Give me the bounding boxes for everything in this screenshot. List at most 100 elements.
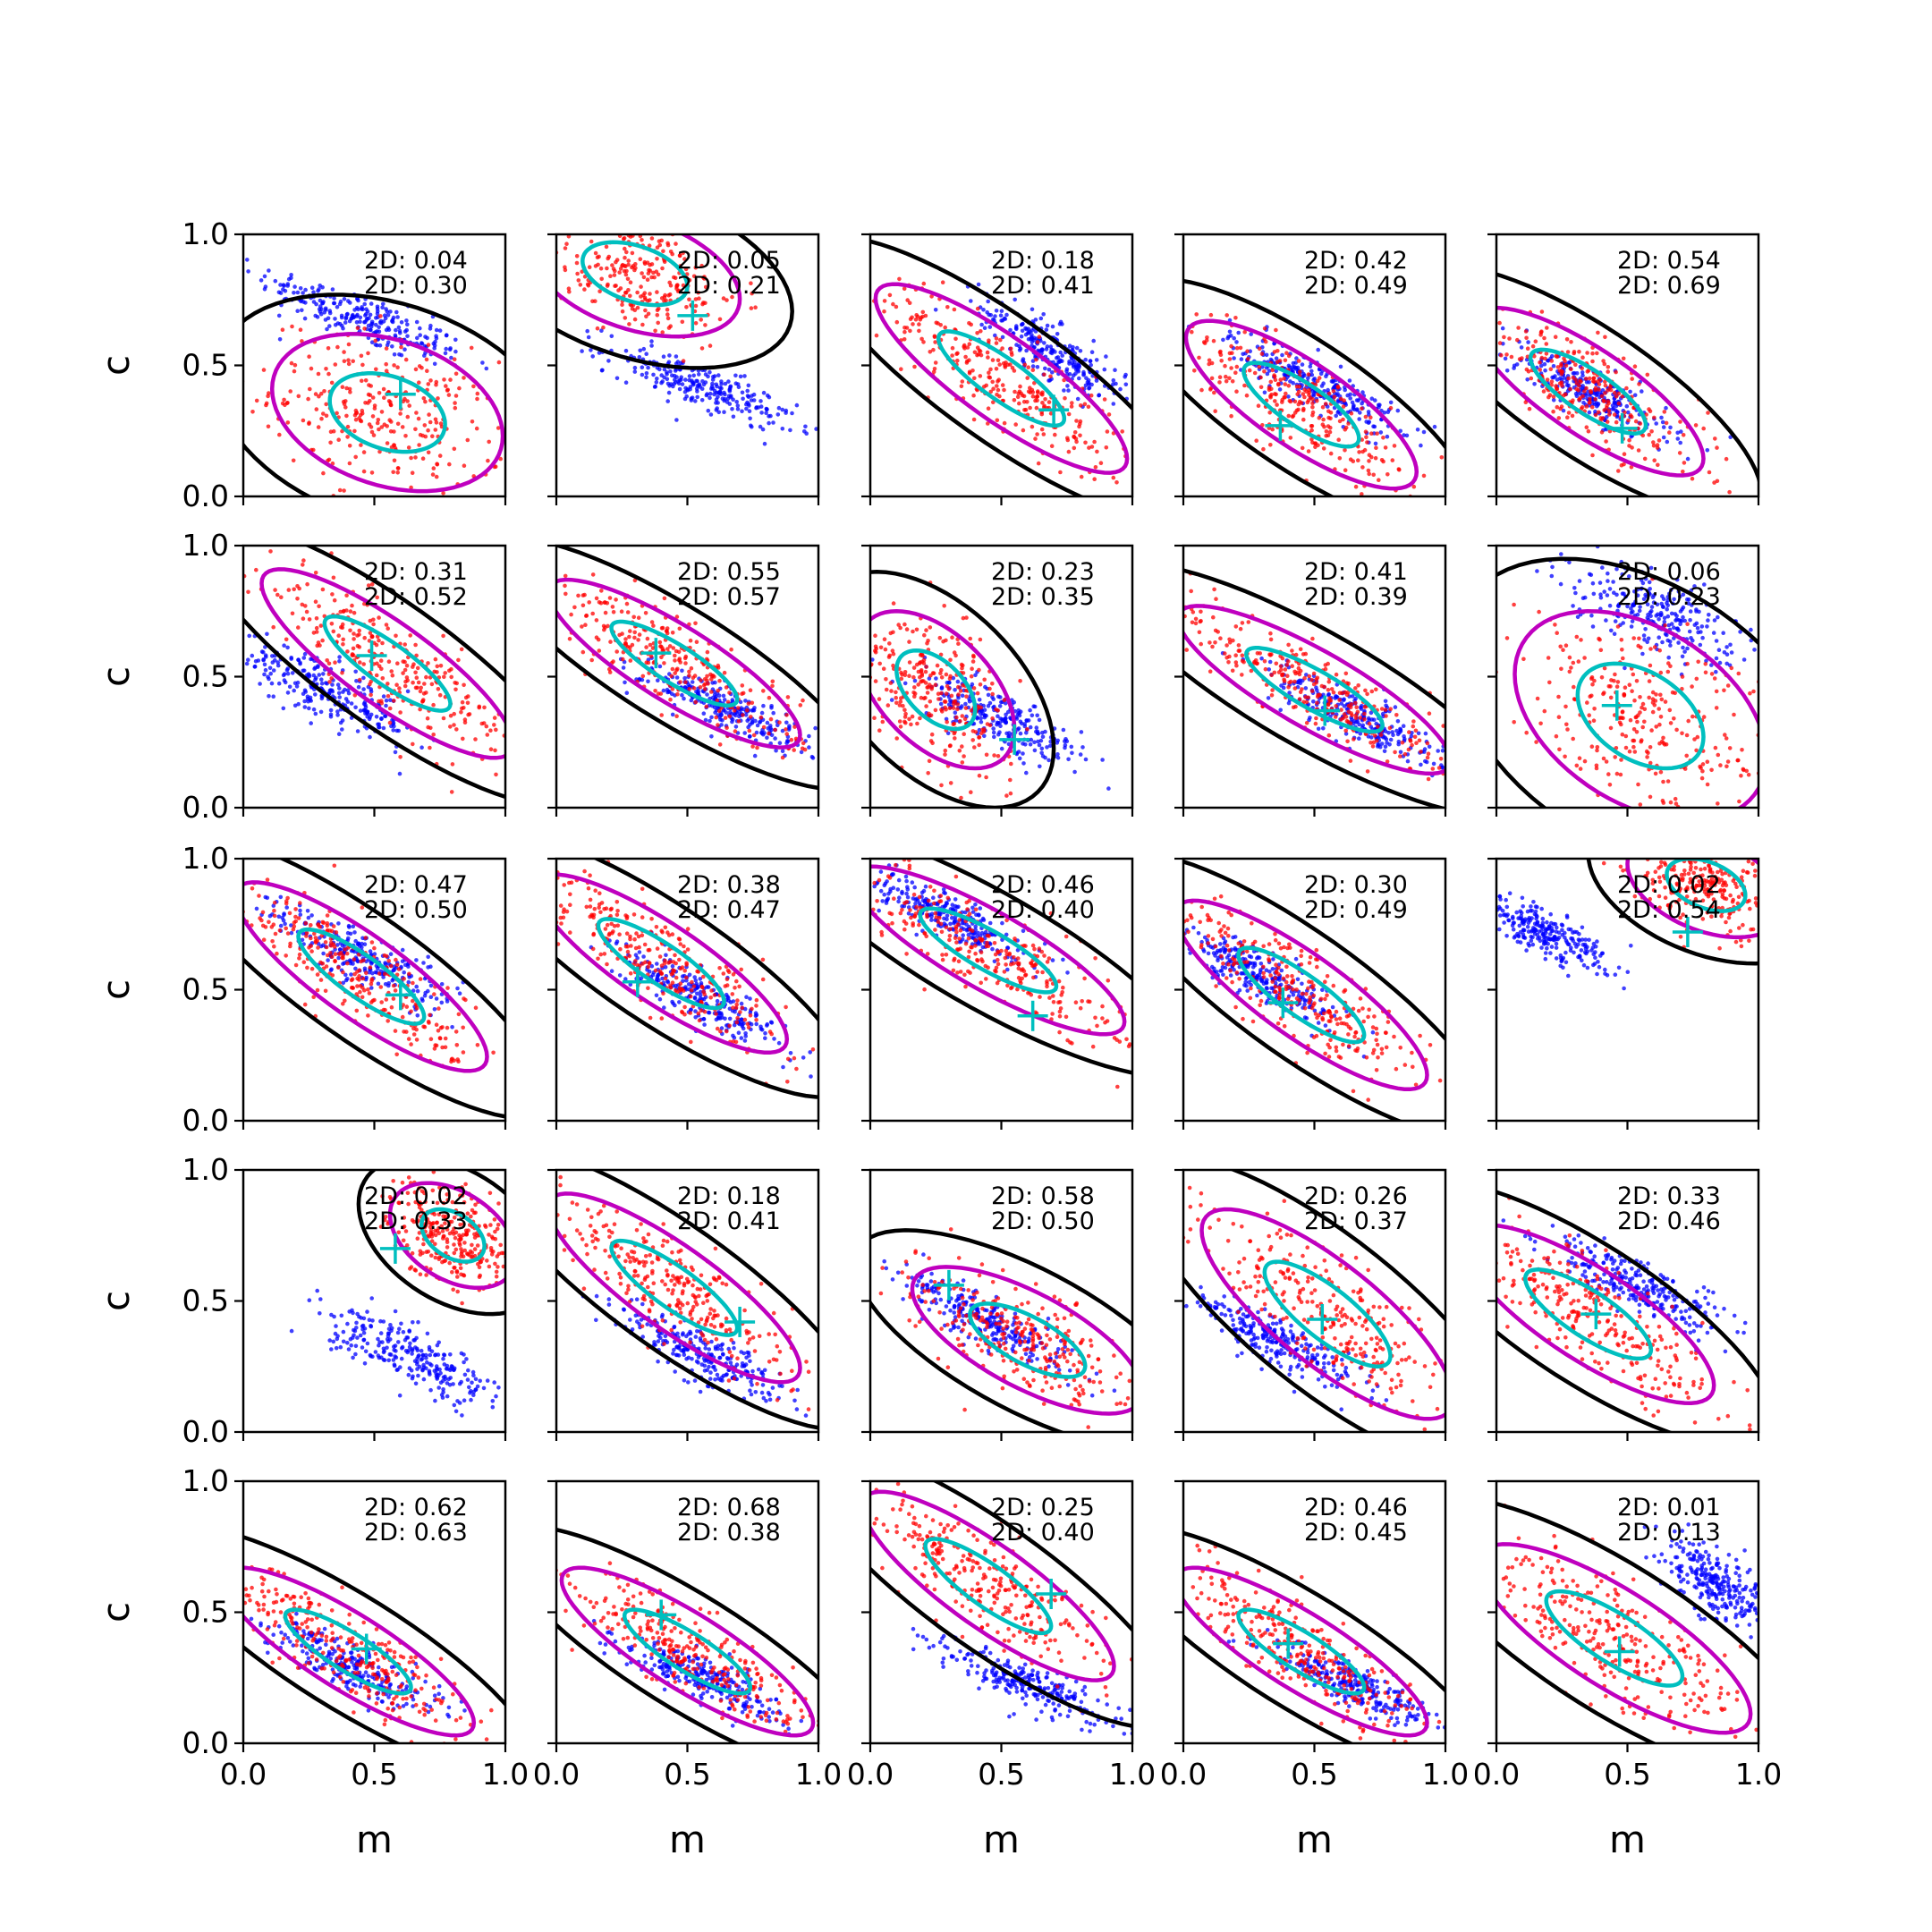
red-posterior-points-point [950, 353, 954, 358]
blue-posterior-points-point [675, 360, 681, 364]
blue-posterior-points-point [708, 412, 714, 417]
blue-posterior-points-point [960, 693, 965, 699]
blue-posterior-points-point [709, 715, 714, 720]
blue-posterior-points-point [987, 312, 991, 318]
red-posterior-points-point [897, 719, 902, 724]
red-posterior-points-point [1707, 470, 1712, 475]
red-posterior-points-point [898, 699, 903, 704]
blue-posterior-points-point [979, 720, 984, 724]
red-posterior-points-point [751, 733, 757, 738]
red-posterior-points-point [301, 418, 306, 423]
blue-posterior-points-point [765, 735, 769, 741]
stat-line-2: 2D: 0.35 [991, 583, 1095, 611]
blue-posterior-points-point [302, 316, 308, 321]
blue-posterior-points-point [977, 727, 982, 733]
red-posterior-points-point [963, 354, 968, 360]
blue-posterior-points-point [986, 299, 990, 304]
blue-posterior-points-point [384, 698, 389, 703]
red-posterior-points-point [888, 681, 894, 685]
red-posterior-points-point [1026, 365, 1030, 370]
red-posterior-points-point [604, 244, 609, 250]
red-posterior-points-point [749, 306, 754, 310]
red-posterior-points-point [317, 394, 321, 399]
red-posterior-points-point [628, 280, 633, 285]
red-posterior-points-point [1252, 370, 1258, 376]
red-posterior-points-point [991, 400, 996, 405]
blue-posterior-points-point [723, 392, 727, 397]
red-posterior-points-point [1066, 411, 1072, 417]
blue-posterior-points-point [1030, 713, 1035, 718]
red-posterior-points-point [431, 733, 436, 737]
red-posterior-points-point [373, 338, 378, 343]
red-posterior-points-point [687, 297, 691, 302]
red-posterior-points-point [668, 283, 674, 288]
blue-posterior-points-point [1324, 374, 1328, 379]
red-posterior-points-point [643, 611, 648, 615]
blue-posterior-points-point [759, 710, 765, 716]
red-posterior-points-point [449, 666, 453, 672]
blue-posterior-points-point [1030, 339, 1035, 344]
truth-marker [1038, 394, 1070, 426]
blue-posterior-points-point [307, 706, 311, 711]
blue-posterior-points-point [1286, 700, 1292, 706]
y-tick-label: 0.5 [182, 659, 229, 694]
red-posterior-points-point [648, 642, 653, 648]
blue-posterior-points-point [289, 656, 294, 660]
blue-posterior-points-point [319, 696, 325, 701]
blue-posterior-points-point [1542, 361, 1547, 367]
blue-posterior-points-point [993, 314, 997, 318]
red-posterior-points-point [687, 669, 691, 674]
red-posterior-points-point [673, 671, 677, 675]
red-posterior-points-point [614, 259, 618, 265]
red-posterior-points-point [961, 671, 966, 675]
blue-posterior-points-point [377, 343, 383, 348]
red-posterior-points-point [1005, 362, 1011, 368]
blue-posterior-points-point [275, 663, 281, 668]
red-posterior-points-point [589, 657, 594, 663]
red-posterior-points-point [987, 375, 993, 380]
red-posterior-points-point [932, 367, 937, 371]
blue-posterior-points-point [735, 407, 741, 411]
red-posterior-points-point [1035, 432, 1039, 436]
red-posterior-points-point [1008, 346, 1013, 352]
red-posterior-points-point [977, 735, 982, 740]
blue-posterior-points-point [649, 343, 654, 348]
blue-posterior-points-point [769, 704, 774, 708]
red-posterior-points-point [404, 663, 410, 668]
plot-area [556, 546, 818, 791]
red-posterior-points-point [714, 715, 718, 720]
red-posterior-points-point [1292, 411, 1298, 415]
red-posterior-points-point [463, 695, 469, 700]
red-posterior-points-point [423, 434, 428, 439]
red-posterior-points-point [683, 661, 688, 665]
blue-posterior-points-point [1398, 428, 1402, 434]
blue-posterior-points-point [1023, 332, 1029, 337]
red-posterior-points-point [897, 703, 902, 708]
blue-posterior-points-point [1390, 730, 1394, 734]
red-posterior-points-point [1018, 679, 1022, 683]
blue-posterior-points-point [1331, 378, 1335, 384]
red-posterior-points-point [1259, 352, 1265, 356]
red-posterior-points-point [1217, 380, 1222, 385]
red-posterior-points-point [1093, 465, 1098, 470]
red-posterior-points-point [1593, 386, 1598, 391]
red-posterior-points-point [1087, 445, 1091, 450]
red-posterior-points-point [670, 666, 675, 672]
red-posterior-points-point [449, 674, 454, 680]
red-posterior-points-point [902, 326, 907, 330]
red-posterior-points-point [361, 469, 367, 474]
blue-posterior-points-point [1343, 732, 1349, 736]
blue-posterior-points-point [682, 696, 686, 701]
red-posterior-points-point [1438, 757, 1444, 761]
contour-outer [243, 292, 505, 496]
red-posterior-points-point [962, 344, 966, 349]
blue-posterior-points-point [1004, 720, 1009, 725]
red-posterior-points-point [324, 367, 328, 371]
red-posterior-points-point [619, 609, 624, 614]
blue-posterior-points-point [1075, 396, 1080, 402]
red-posterior-points-point [1296, 359, 1301, 363]
red-posterior-points-point [1606, 365, 1611, 369]
blue-posterior-points-point [309, 285, 315, 291]
blue-posterior-points-point [1063, 742, 1068, 748]
red-posterior-points-point [319, 416, 324, 421]
